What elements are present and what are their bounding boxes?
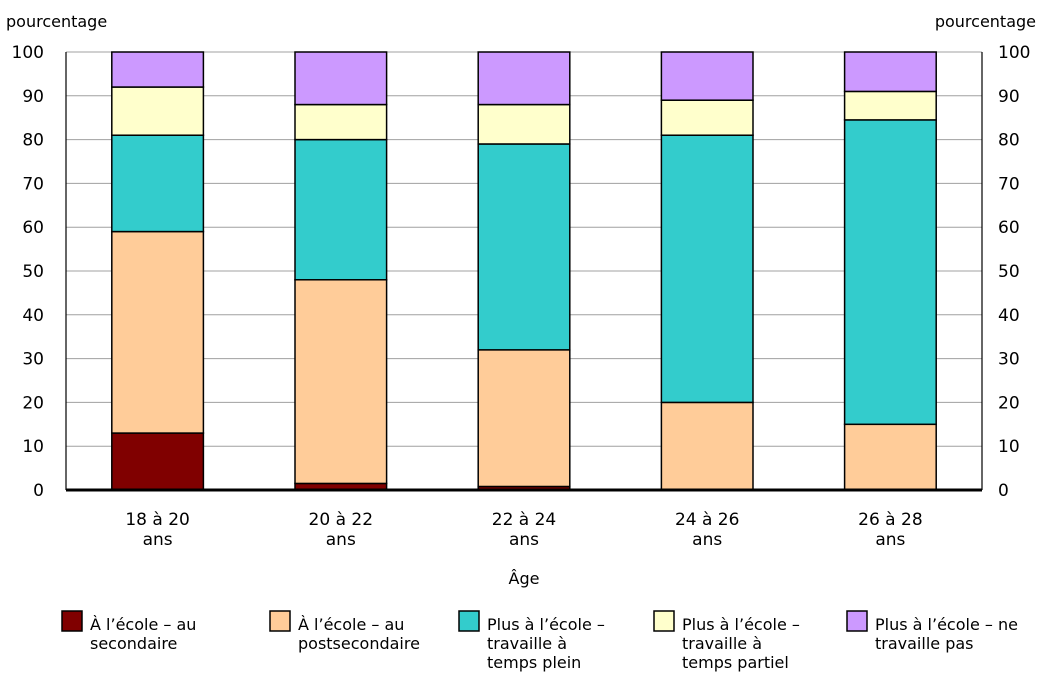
legend-label: Plus à l’école – ne travaille pas <box>875 615 1018 653</box>
legend-swatch <box>458 610 480 632</box>
y-tick-label-left: 80 <box>22 131 44 151</box>
bar-segment <box>660 401 754 491</box>
y-tick-label-left: 90 <box>22 87 44 107</box>
y-tick-label-right: 10 <box>998 437 1020 457</box>
y-axis-label-right: pourcentage <box>935 12 1036 31</box>
bar-segment <box>660 51 754 101</box>
y-tick-label-left: 20 <box>22 393 44 413</box>
bar-segment <box>477 349 571 488</box>
y-tick-label-left: 0 <box>33 481 44 501</box>
y-tick-label-left: 40 <box>22 306 44 326</box>
x-axis-label: Âge <box>509 569 540 588</box>
bar-segment <box>477 51 571 106</box>
y-tick-label-right: 60 <box>998 218 1020 238</box>
x-tick-label: 20 à 22 ans <box>309 510 374 550</box>
x-tick-labels: 18 à 20 ans 20 à 22 ans 22 à 24 ans 24 à 26 ans… <box>125 510 922 550</box>
bar-segment <box>294 51 388 106</box>
bar-segment <box>660 99 754 136</box>
y-tick-label-right: 90 <box>998 87 1020 107</box>
bar-segment <box>843 423 937 491</box>
y-tick-label-left: 50 <box>22 262 44 282</box>
y-tick-label-left: 70 <box>22 174 44 194</box>
bar-segment <box>111 432 205 491</box>
legend-swatch <box>269 610 291 632</box>
axes <box>65 52 983 492</box>
x-tick-label: 26 à 28 ans <box>858 510 923 550</box>
y-tick-labels-right: 0 10 20 30 40 50 60 70 80 90 100 <box>998 43 1030 501</box>
y-tick-label-left: 10 <box>22 437 44 457</box>
bar-segment <box>477 143 571 351</box>
x-tick-label: 22 à 24 ans <box>492 510 557 550</box>
y-tick-label-right: 50 <box>998 262 1020 282</box>
bar-segment <box>294 103 388 141</box>
bar-segment <box>111 134 205 233</box>
legend-swatch <box>846 610 868 632</box>
x-tick-label: 24 à 26 ans <box>675 510 740 550</box>
bar-segment <box>660 134 754 404</box>
legend-label: À l’école – au secondaire <box>90 615 196 653</box>
bar-segment <box>843 119 937 426</box>
legend-label: Plus à l’école – travaille à temps plein <box>487 615 605 672</box>
bar-segment <box>111 51 205 88</box>
y-tick-label-right: 30 <box>998 350 1020 370</box>
y-tick-label-right: 70 <box>998 174 1020 194</box>
bar-segment <box>294 279 388 485</box>
y-axis-label-left: pourcentage <box>6 12 107 31</box>
bar-segment <box>843 51 937 93</box>
bar-segment <box>111 230 205 434</box>
bar-segment <box>294 138 388 281</box>
y-tick-label-right: 100 <box>998 43 1030 63</box>
legend: À l’école – au secondaire À l’école – au po… <box>61 610 1018 672</box>
y-tick-label-right: 40 <box>998 306 1020 326</box>
x-tick-label: 18 à 20 ans <box>125 510 190 550</box>
legend-swatch <box>61 610 83 632</box>
y-tick-label-right: 80 <box>998 131 1020 151</box>
y-tick-labels-left: 0 10 20 30 40 50 60 70 80 90 100 <box>12 43 44 501</box>
legend-swatch <box>653 610 675 632</box>
y-tick-label-right: 0 <box>998 481 1009 501</box>
bars <box>111 51 937 491</box>
legend-label: Plus à l’école – travaille à temps partiel <box>682 615 800 672</box>
bar-segment <box>477 103 571 145</box>
y-tick-label-right: 20 <box>998 393 1020 413</box>
bar-segment <box>111 86 205 136</box>
legend-label: À l’école – au postsecondaire <box>298 615 420 653</box>
y-tick-label-left: 60 <box>22 218 44 238</box>
y-tick-label-left: 100 <box>12 43 44 63</box>
y-tick-label-left: 30 <box>22 350 44 370</box>
bar-segment <box>843 90 937 121</box>
